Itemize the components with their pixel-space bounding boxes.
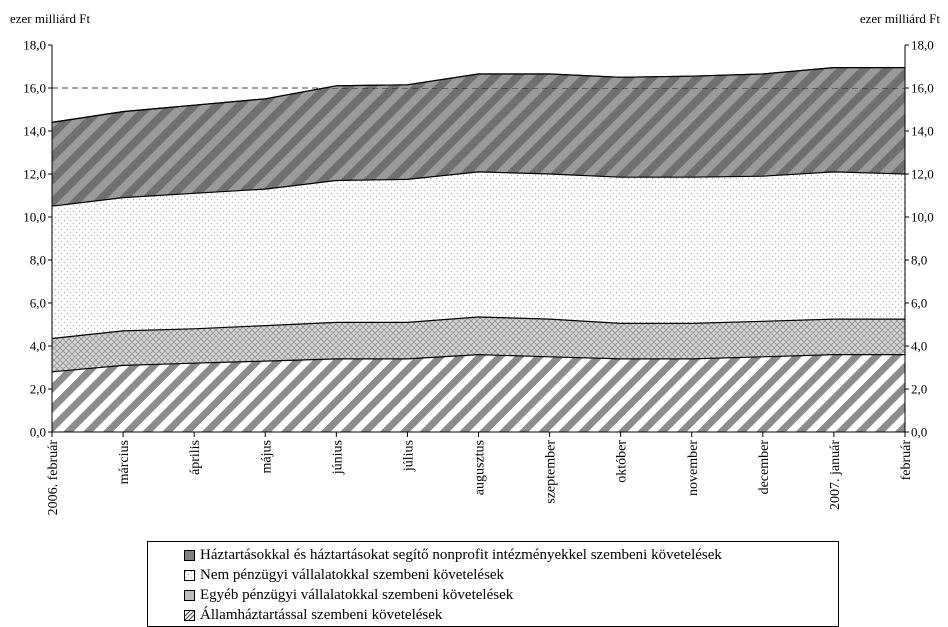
legend-label-other-financial: Egyéb pénzügyi vállalatokkal szembeni kö… [200, 586, 514, 603]
legend-item-government: Államháztartással szembeni követelések [184, 605, 442, 625]
legend-item-other-financial: Egyéb pénzügyi vállalatokkal szembeni kö… [184, 585, 513, 605]
x-tick-label: október [615, 440, 630, 483]
x-tick-label: július [401, 440, 416, 472]
x-tick-label: augusztus [473, 440, 488, 495]
legend-label-nonfinancial: Nem pénzügyi vállalatokkal szembeni köve… [200, 566, 505, 583]
y-tick-label-right: 2,0 [911, 382, 927, 397]
y-tick-label-right: 14,0 [911, 124, 934, 139]
stacked-areas [51, 66, 906, 432]
y-tick-label-right: 12,0 [911, 167, 934, 182]
area-nonfinancial [52, 171, 905, 339]
legend-label-government: Államháztartással szembeni követelések [200, 606, 443, 623]
legend: Háztartásokkal és háztartásokat segítő n… [147, 541, 839, 627]
area-households-overlay [324, 67, 905, 88]
x-tick-label: december [757, 440, 772, 495]
legend-item-nonfinancial: Nem pénzügyi vállalatokkal szembeni köve… [184, 565, 504, 585]
legend-swatch-households [184, 549, 195, 561]
y-tick-label-left: 0,0 [30, 425, 46, 440]
y-tick-label-left: 18,0 [23, 38, 46, 53]
y-axis-right-ticks: 0,0 2,0 4,0 6,0 8,0 10,0 12,0 14,0 16,0 18,0 [905, 38, 934, 440]
line-government [51, 353, 905, 373]
y-tick-label-right: 4,0 [911, 339, 927, 354]
x-tick-label: 2006. február [46, 440, 61, 516]
y-tick-label-left: 8,0 [30, 253, 46, 268]
legend-item-households: Háztartásokkal és háztartásokat segítő n… [184, 545, 722, 565]
y-tick-label-left: 2,0 [30, 382, 46, 397]
y-axis-left-ticks: 0,0 2,0 4,0 6,0 8,0 10,0 12,0 14,0 16,0 18,0 [23, 38, 52, 440]
legend-swatch-nonfinancial [184, 569, 195, 581]
right-unit-label: ezer milliárd Ft [860, 11, 941, 26]
x-tick-label: március [117, 440, 132, 484]
line-nonfinancial [51, 171, 906, 207]
legend-label-households: Háztartásokkal és háztartásokat segítő n… [200, 546, 722, 563]
x-tick-label: február [899, 440, 914, 481]
gridlines [51, 66, 905, 123]
y-tick-label-left: 4,0 [30, 339, 46, 354]
x-tick-label: június [330, 440, 345, 475]
y-tick-label-right: 10,0 [911, 210, 934, 225]
y-tick-label-right: 18,0 [911, 38, 934, 53]
area-households [52, 67, 905, 207]
line-total [51, 66, 905, 123]
y-tick-label-right: 16,0 [911, 81, 934, 96]
x-tick-label: szeptember [544, 440, 559, 504]
y-tick-label-right: 0,0 [911, 425, 927, 440]
x-tick-label: 2007. január [828, 440, 843, 510]
legend-swatch-other-financial [184, 589, 195, 601]
y-tick-label-left: 14,0 [23, 124, 46, 139]
area-other-financial [52, 317, 905, 372]
y-tick-label-right: 6,0 [911, 296, 927, 311]
y-tick-label-right: 8,0 [911, 253, 927, 268]
x-axis-ticks: 2006. február március április május június jú… [46, 432, 914, 515]
y-tick-label-left: 6,0 [30, 296, 46, 311]
x-tick-label: április [188, 440, 203, 475]
legend-swatch-government [184, 609, 195, 621]
left-unit-label: ezer milliárd Ft [10, 11, 91, 26]
y-tick-label-left: 16,0 [23, 81, 46, 96]
y-tick-label-left: 10,0 [23, 210, 46, 225]
x-tick-label: május [259, 440, 274, 473]
line-other-financial [51, 316, 905, 340]
y-tick-label-left: 12,0 [23, 167, 46, 182]
x-tick-label: november [686, 440, 701, 496]
area-government [52, 354, 905, 432]
